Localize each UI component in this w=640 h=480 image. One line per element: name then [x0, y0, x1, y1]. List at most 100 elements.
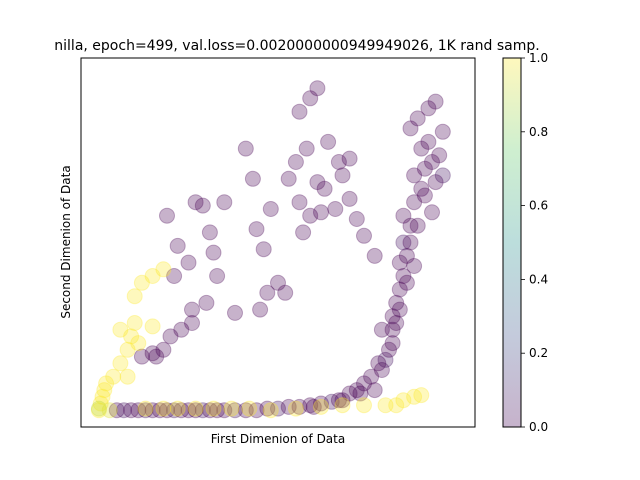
- data-point: [431, 147, 448, 164]
- data-point: [416, 187, 433, 204]
- points-layer: [90, 80, 451, 419]
- data-point: [395, 268, 412, 284]
- data-point: [377, 397, 394, 414]
- data-point: [391, 281, 408, 298]
- data-point: [162, 328, 179, 345]
- data-point: [137, 400, 154, 417]
- data-point: [302, 90, 319, 107]
- data-point: [237, 402, 254, 419]
- data-point: [201, 402, 218, 419]
- data-point: [227, 402, 243, 419]
- data-point: [406, 388, 423, 405]
- data-point: [216, 402, 233, 419]
- data-point: [184, 301, 200, 318]
- plot-frame: [80, 57, 476, 428]
- data-point: [223, 400, 240, 417]
- data-point: [373, 321, 390, 338]
- data-point: [384, 308, 401, 325]
- data-point: [287, 400, 304, 417]
- data-point: [270, 274, 286, 291]
- data-point: [356, 397, 372, 414]
- data-point: [334, 167, 351, 184]
- data-point: [108, 402, 125, 419]
- data-point: [316, 180, 333, 197]
- data-point: [187, 402, 204, 419]
- data-point: [155, 341, 172, 358]
- data-point: [366, 247, 383, 264]
- data-point: [313, 395, 329, 412]
- data-point: [96, 382, 113, 399]
- colorbar-frame: [502, 57, 522, 428]
- data-point: [237, 140, 254, 157]
- data-point: [277, 284, 294, 301]
- data-point: [298, 140, 315, 157]
- data-point: [126, 288, 143, 305]
- data-point: [169, 400, 186, 417]
- data-point: [313, 204, 329, 221]
- data-point: [391, 254, 408, 271]
- data-point: [101, 402, 118, 419]
- data-point: [373, 362, 390, 378]
- data-point: [388, 294, 405, 311]
- data-point: [173, 402, 190, 419]
- data-point: [341, 150, 358, 167]
- data-point: [133, 274, 150, 291]
- data-point: [205, 244, 222, 261]
- data-point: [123, 402, 140, 419]
- data-point: [130, 335, 147, 352]
- data-point: [406, 167, 423, 184]
- data-point: [259, 400, 276, 417]
- data-point: [133, 348, 150, 365]
- data-point: [341, 385, 358, 402]
- data-point: [112, 355, 129, 372]
- data-point: [420, 100, 437, 117]
- data-point: [287, 154, 304, 170]
- data-point: [209, 402, 226, 419]
- data-point: [348, 211, 365, 227]
- data-point: [155, 400, 172, 417]
- data-point: [116, 402, 132, 419]
- data-point: [395, 207, 412, 224]
- data-point: [144, 345, 161, 362]
- data-point: [309, 174, 326, 191]
- data-point: [159, 402, 175, 419]
- data-point: [187, 194, 204, 211]
- data-point: [327, 201, 344, 217]
- data-point: [201, 224, 218, 241]
- data-point: [420, 133, 437, 150]
- data-point: [105, 368, 122, 385]
- data-point: [409, 217, 426, 234]
- data-point: [413, 140, 430, 157]
- data-point: [413, 387, 430, 404]
- data-point: [395, 234, 412, 251]
- data-point: [334, 392, 351, 409]
- plot-background: [81, 58, 475, 427]
- data-point: [262, 201, 279, 217]
- colorbar: 0.0 0.2 0.4 0.6 0.8 1.0: [502, 51, 548, 434]
- y-axis-label: Second Dimenion of Data: [59, 165, 73, 318]
- colorbar-tick-label: 1.0: [529, 51, 548, 65]
- data-point: [166, 268, 183, 284]
- data-point: [137, 402, 154, 419]
- data-point: [144, 402, 161, 419]
- data-point: [144, 318, 161, 335]
- chart-title: nilla, epoch=499, val.loss=0.00200000009…: [54, 38, 539, 54]
- data-point: [119, 368, 136, 385]
- data-point: [126, 315, 143, 331]
- data-point: [341, 190, 358, 207]
- data-point: [291, 194, 308, 211]
- data-point: [330, 392, 347, 409]
- data-point: [370, 355, 387, 372]
- data-point: [194, 402, 211, 419]
- colorbar-tick-label: 0.4: [529, 272, 548, 286]
- data-point: [169, 237, 186, 254]
- colorbar-tick-label: 0.0: [529, 420, 548, 434]
- data-point: [402, 217, 419, 234]
- data-point: [255, 241, 272, 258]
- data-point: [92, 395, 109, 412]
- data-point: [295, 224, 312, 241]
- colorbar-ticks: 0.0 0.2 0.4 0.6 0.8 1.0: [521, 51, 548, 434]
- data-point: [198, 294, 215, 311]
- data-point: [424, 204, 440, 221]
- data-point: [241, 400, 258, 417]
